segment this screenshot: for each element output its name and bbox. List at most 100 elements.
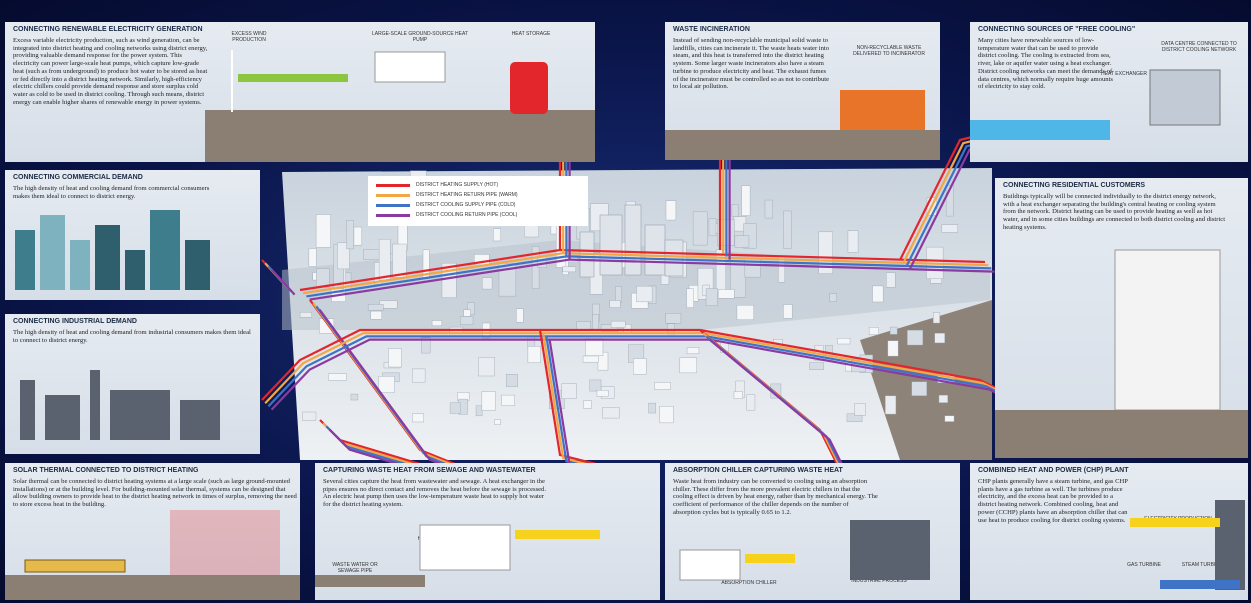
panel-text: Solar thermal can be connected to distri… [13, 478, 298, 509]
building [516, 309, 523, 322]
legend-label: DISTRICT HEATING SUPPLY (HOT) [416, 182, 498, 188]
building [907, 330, 922, 345]
building [633, 359, 646, 375]
panel-title: Connecting commercial demand [13, 174, 143, 181]
building [680, 358, 697, 373]
diagram-label: ELECTRICITY FOR HEAT PUMP [515, 533, 603, 539]
building [351, 394, 358, 400]
building [476, 406, 482, 416]
legend-row: DISTRICT HEATING SUPPLY (HOT) [376, 180, 580, 190]
building [583, 356, 598, 362]
building [528, 336, 535, 347]
panel-text: Instead of sending non-recyclable munici… [673, 37, 833, 91]
building [412, 369, 425, 382]
building [693, 212, 707, 245]
building [687, 347, 699, 353]
building [583, 401, 591, 409]
diagram-label: COOL PRODUCTION [681, 567, 741, 573]
panel-text: Many cities have renewable sources of lo… [978, 37, 1118, 91]
building [464, 310, 471, 317]
building [666, 313, 681, 323]
building [912, 382, 927, 396]
panel-text: The high density of heat and cooling dem… [13, 185, 218, 200]
panel: Absorption chiller capturing waste heatW… [665, 463, 960, 600]
tower [665, 240, 683, 276]
building [778, 257, 784, 282]
building [460, 317, 473, 325]
building [939, 395, 948, 402]
legend-row: DISTRICT COOLING SUPPLY PIPE (COLD) [376, 200, 580, 210]
building [855, 403, 866, 415]
building [494, 419, 500, 424]
building [603, 407, 620, 418]
tower [600, 215, 622, 275]
building [616, 286, 622, 302]
building [734, 391, 743, 398]
building [316, 269, 329, 288]
panel-text: The high density of heat and cooling dem… [13, 329, 253, 344]
building [945, 416, 954, 422]
diagram-label: FREE COOLING FROM SEA, RIVER, LAKE OR AQ… [982, 122, 1092, 133]
building [838, 338, 850, 344]
diagram-label: LARGE-SCALE GROUND-SOURCE HEAT PUMP [370, 32, 470, 43]
panel-title: Solar thermal connected to district heat… [13, 467, 199, 474]
building [482, 278, 492, 289]
diagram-label: DATA CENTRE CONNECTED TO DISTRICT COOLIN… [1150, 42, 1248, 53]
building [709, 219, 716, 236]
building [506, 374, 518, 386]
building [637, 286, 653, 302]
building [935, 333, 945, 343]
building [590, 380, 601, 391]
building [942, 225, 958, 233]
panel: Solar thermal connected to district heat… [5, 463, 300, 600]
building [765, 200, 773, 218]
building [869, 327, 879, 334]
building [482, 392, 496, 411]
panel-text: Excess variable electricity production, … [13, 37, 208, 106]
building [371, 311, 382, 319]
diagram-label: WASTE WATER OR SEWAGE PIPE [323, 563, 387, 574]
panel-title: Combined heat and power (CHP) plant [978, 467, 1129, 474]
building [368, 304, 383, 310]
building [524, 225, 538, 237]
building [347, 220, 354, 249]
diagram-label: ELECTRICITY PRODUCTION [1130, 517, 1226, 523]
panel-title: Connecting residential customers [1003, 182, 1145, 189]
building [328, 374, 346, 381]
building [379, 376, 395, 392]
diagram-label: APARTMENT BLOCK [1160, 262, 1220, 268]
building [450, 403, 460, 414]
legend-swatch [376, 184, 410, 187]
infographic: DISTRICT HEATING SUPPLY (HOT) DISTRICT HE… [0, 0, 1251, 603]
legend-row: DISTRICT HEATING RETURN PIPE (WARM) [376, 190, 580, 200]
diagram-label: HEAT PUMP [415, 537, 449, 543]
legend: DISTRICT HEATING SUPPLY (HOT) DISTRICT HE… [368, 176, 588, 226]
legend-swatch [376, 204, 410, 207]
building [364, 249, 380, 259]
building [784, 211, 792, 249]
panel: Waste incineration Instead of sending non… [665, 22, 940, 160]
building [302, 412, 315, 420]
building [649, 403, 656, 413]
diagram-label: HEAT EXCHANGER [1130, 440, 1210, 446]
building [735, 236, 749, 248]
building [563, 267, 576, 272]
diagram-label: NON-RECYCLABLE WASTE DELIVERED TO INCINE… [847, 46, 931, 57]
panel: Connecting residential customersBuilding… [995, 178, 1248, 458]
building [810, 363, 824, 370]
tower [645, 225, 665, 275]
building [493, 229, 500, 241]
panel-title: Absorption chiller capturing waste heat [673, 467, 843, 474]
legend-swatch [376, 214, 410, 217]
diagram-label: INDUSTRIAL PROCESS [847, 579, 911, 585]
legend-label: DISTRICT COOLING SUPPLY PIPE (COLD) [416, 202, 515, 208]
panel-title: Waste incineration [673, 26, 750, 33]
building [316, 215, 330, 248]
diagram-label: STEAM TURBINE [1176, 563, 1228, 569]
building [300, 312, 312, 317]
panel: Connecting sources of "free cooling"Many… [970, 22, 1248, 162]
building [597, 390, 608, 396]
building [666, 201, 676, 220]
panel: Connecting industrial demandThe high den… [5, 314, 260, 454]
building [888, 341, 898, 356]
